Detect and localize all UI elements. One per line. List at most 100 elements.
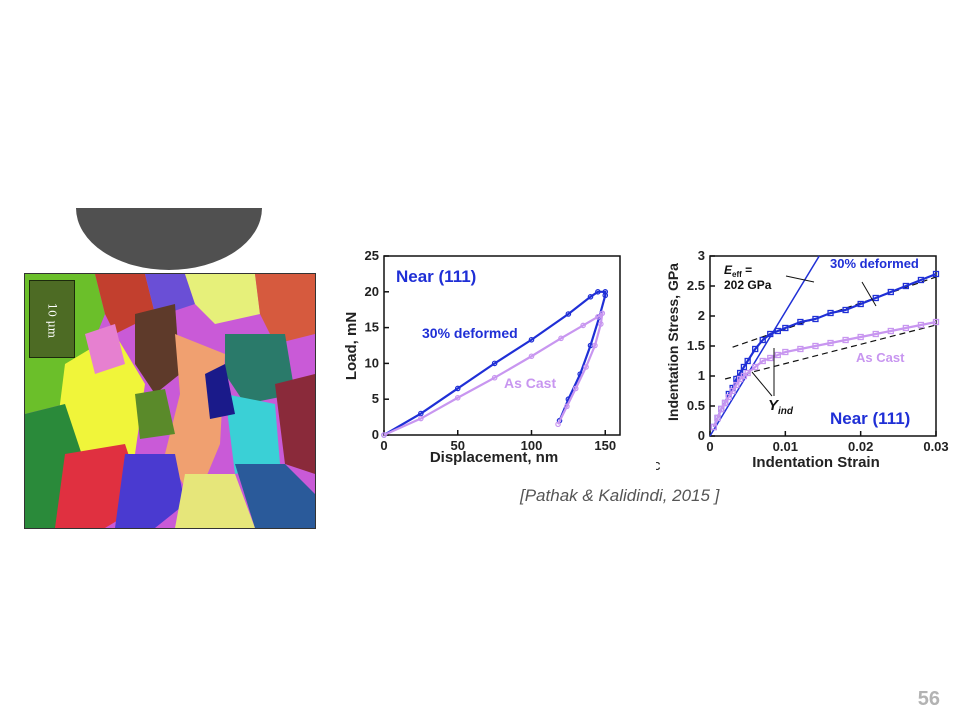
panel-label: (c: [656, 457, 661, 474]
data-point: [555, 421, 561, 428]
data-point: [759, 357, 766, 365]
data-point: [812, 315, 819, 323]
data-point: [932, 270, 940, 278]
data-point: [418, 410, 424, 417]
x-tick-label: 0: [706, 439, 713, 454]
data-point: [729, 387, 736, 395]
data-point: [797, 345, 804, 353]
data-point: [812, 342, 819, 350]
x-tick-label: 150: [594, 438, 616, 453]
series-line-1: [712, 320, 937, 428]
data-point: [602, 292, 609, 299]
data-point: [932, 318, 940, 326]
stress-series-label-ascast: As Cast: [856, 350, 905, 365]
scale-bar: 10 μm: [29, 280, 75, 358]
load-chart-annotation: Near (111): [396, 267, 476, 286]
load-x-axis-label: Displacement, nm: [430, 449, 558, 466]
data-point: [583, 364, 589, 370]
y-tick-label: 1.5: [687, 338, 705, 353]
x-tick-label: 0.02: [848, 439, 873, 454]
y-tick-label: 5: [372, 391, 379, 406]
modulus-value: 202 GPa: [724, 278, 772, 292]
data-point: [565, 311, 572, 317]
data-point: [528, 353, 535, 360]
data-point: [595, 288, 601, 295]
page-number: 56: [917, 688, 940, 710]
data-point: [917, 321, 925, 329]
x-tick-label: 0.01: [773, 439, 798, 454]
data-point: [744, 357, 751, 365]
modulus-symbol: E: [724, 263, 733, 277]
data-point: [454, 385, 461, 392]
y-tick-label: 0.5: [687, 398, 705, 413]
data-point: [725, 393, 732, 401]
y-tick-label: 0: [698, 428, 705, 443]
data-point: [782, 348, 789, 356]
data-point: [602, 288, 609, 295]
stress-y-axis-label: Indentation Stress, GPa: [665, 263, 681, 421]
load-y-axis-label: Load, mN: [343, 312, 360, 380]
modulus-subscript: eff: [732, 270, 742, 279]
citation-text: [Pathak & Kalidindi, 2015 ]: [520, 486, 720, 505]
data-point: [598, 321, 604, 327]
data-point: [599, 310, 606, 317]
ebsd-grain-map-image: 10 μm: [24, 273, 316, 529]
data-point: [767, 354, 774, 362]
y-tick-label: 10: [365, 355, 379, 370]
stress-strain-chart: 0 0.01 0.02 0.03 0 0.5 1 1.5 2 2.5 3 Eeff = 202 GP…: [648, 246, 956, 474]
data-point: [752, 345, 759, 353]
data-point: [797, 318, 804, 326]
x-tick-label: 100: [521, 438, 543, 453]
modulus-annotation: Eeff =: [724, 263, 752, 279]
data-point: [587, 294, 594, 300]
data-point: [774, 351, 781, 359]
data-point: [887, 288, 894, 296]
grain-map-svg: [25, 274, 315, 528]
plot-frame: [383, 255, 621, 436]
data-point: [710, 423, 717, 431]
data-point: [714, 414, 721, 422]
y-tick-label: 2: [698, 308, 705, 323]
x-tick-label: 50: [451, 438, 465, 453]
stress-x-axis-label: Indentation Strain: [752, 454, 880, 471]
spherical-indenter-shape: [76, 208, 262, 270]
data-point: [528, 336, 535, 343]
load-displacement-svg: 0 50 100 150 0 5 10 15 20 25 Near (111) 30% defor…: [343, 248, 621, 466]
data-point: [842, 336, 849, 344]
data-point: [580, 322, 586, 329]
stress-series-label-deformed: 30% deformed: [830, 256, 919, 271]
data-point: [767, 330, 774, 338]
data-point: [564, 403, 570, 410]
data-point: [491, 360, 498, 367]
hardening-fit-line: [732, 276, 937, 348]
x-tick-label: 0: [380, 438, 387, 453]
data-point: [902, 324, 910, 332]
y-tick-label: 20: [365, 284, 379, 299]
x-tick-label: 0.03: [923, 439, 948, 454]
hardening-fit-line: [724, 324, 937, 380]
data-point: [572, 385, 579, 392]
modulus-equals: =: [742, 263, 752, 277]
load-series-label-deformed: 30% deformed: [422, 325, 518, 341]
scale-bar-label: 10 μm: [45, 303, 59, 339]
data-point: [872, 330, 879, 338]
load-series-label-ascast: As Cast: [504, 375, 556, 391]
data-point: [902, 282, 910, 290]
data-point: [782, 324, 789, 332]
data-point: [558, 335, 564, 342]
stress-strain-svg: 0 0.01 0.02 0.03 0 0.5 1 1.5 2 2.5 3 Eeff = 202 GP…: [648, 248, 949, 474]
data-point: [740, 363, 748, 371]
data-point: [857, 333, 864, 341]
data-point: [827, 339, 834, 347]
data-point: [418, 415, 424, 422]
data-point: [381, 432, 387, 438]
yield-subscript: ind: [778, 406, 794, 417]
data-point: [827, 309, 834, 317]
yield-symbol: Y: [768, 397, 780, 414]
y-tick-label: 1: [698, 368, 705, 383]
data-point: [887, 327, 894, 335]
data-point: [721, 399, 729, 407]
data-point: [733, 381, 740, 389]
y-tick-label: 15: [365, 320, 379, 335]
series-line-0: [383, 290, 607, 436]
